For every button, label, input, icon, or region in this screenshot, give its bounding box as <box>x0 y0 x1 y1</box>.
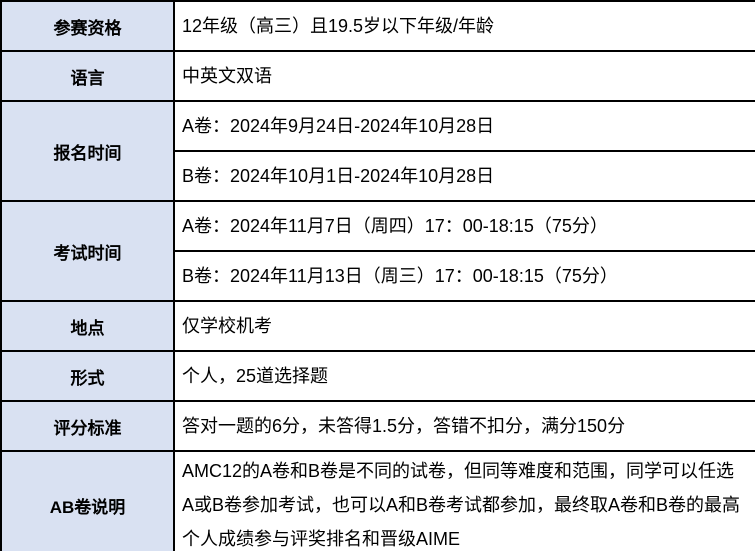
row-value-format: 个人，25道选择题 <box>173 350 755 402</box>
table-row-eligibility: 参赛资格 12年级（高三）且19.5岁以下年级/年龄 <box>0 0 755 52</box>
row-value-eligibility: 12年级（高三）且19.5岁以下年级/年龄 <box>173 0 755 52</box>
table-row-language: 语言 中英文双语 <box>0 50 755 102</box>
row-value-location: 仅学校机考 <box>173 300 755 352</box>
table-row-ab-note: AB卷说明 AMC12的A卷和B卷是不同的试卷，但同等难度和范围，同学可以任选A… <box>0 450 755 551</box>
row-value-language: 中英文双语 <box>173 50 755 102</box>
row-value-exam-time-a: A卷：2024年11月7日（周四）17：00-18:15（75分） <box>173 200 755 252</box>
table-row-scoring: 评分标准 答对一题的6分，未答得1.5分，答错不扣分，满分150分 <box>0 400 755 452</box>
row-label-ab-note: AB卷说明 <box>0 450 175 551</box>
row-label-registration: 报名时间 <box>0 100 175 202</box>
row-label-exam-time: 考试时间 <box>0 200 175 302</box>
table-row-registration-b: B卷：2024年10月1日-2024年10月28日 <box>1 150 755 202</box>
row-label-location: 地点 <box>0 300 175 352</box>
table-row-registration-a: 报名时间 A卷：2024年9月24日-2024年10月28日 <box>0 100 755 202</box>
row-value-ab-note: AMC12的A卷和B卷是不同的试卷，但同等难度和范围，同学可以任选A或B卷参加考… <box>173 450 755 551</box>
row-value-exam-time-b: B卷：2024年11月13日（周三）17：00-18:15（75分） <box>173 250 755 302</box>
table-row-exam-time-a: 考试时间 A卷：2024年11月7日（周四）17：00-18:15（75分） <box>0 200 755 302</box>
row-value-scoring: 答对一题的6分，未答得1.5分，答错不扣分，满分150分 <box>173 400 755 452</box>
row-label-language: 语言 <box>0 50 175 102</box>
row-label-eligibility: 参赛资格 <box>0 0 175 52</box>
row-value-registration-a: A卷：2024年9月24日-2024年10月28日 <box>173 100 755 152</box>
row-label-format: 形式 <box>0 350 175 402</box>
row-value-registration-b: B卷：2024年10月1日-2024年10月28日 <box>173 150 755 202</box>
table-row-location: 地点 仅学校机考 <box>0 300 755 352</box>
row-label-scoring: 评分标准 <box>0 400 175 452</box>
table-row-format: 形式 个人，25道选择题 <box>0 350 755 402</box>
